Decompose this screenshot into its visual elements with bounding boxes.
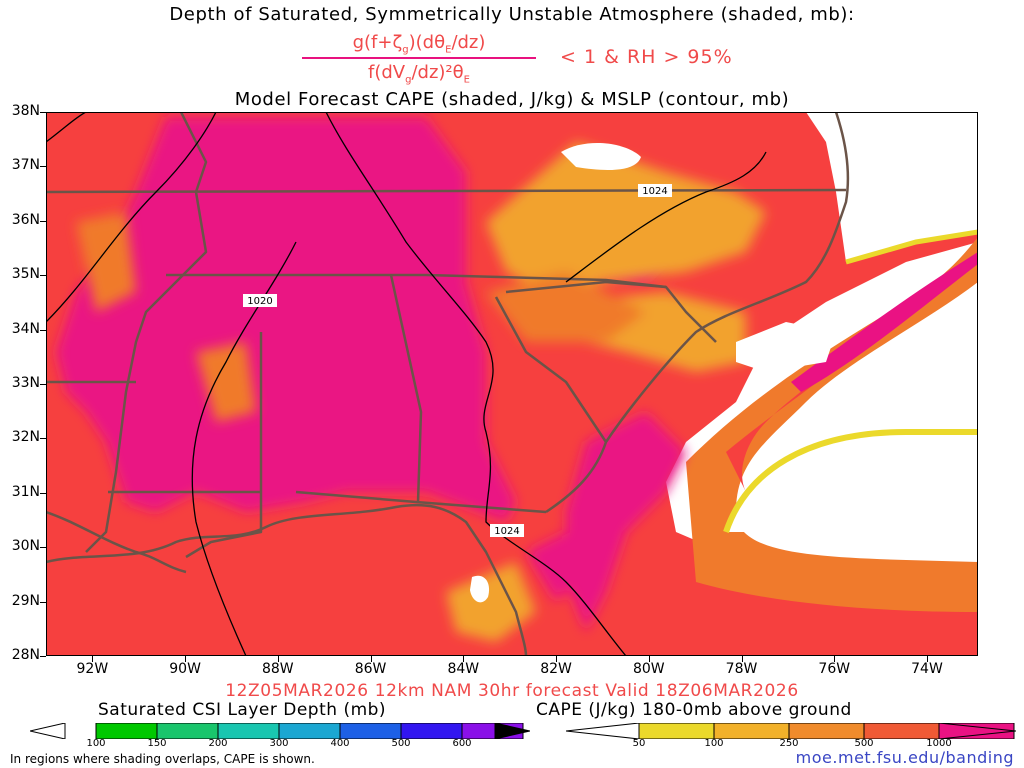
cape-shading-plume <box>686 237 978 612</box>
forecast-valid-line: 12Z05MAR2026 12km NAM 30hr forecast Vali… <box>225 681 799 701</box>
colorbar-cell <box>713 723 790 739</box>
cape-shading-plume-max <box>791 252 978 392</box>
formula-condition: < 1 & RH > 95% <box>560 46 733 68</box>
lon-tick <box>92 656 94 662</box>
colorbar-tick-label: 250 <box>779 738 799 749</box>
no-cape-pocket-nc <box>736 322 836 372</box>
csi-colorbar-title: Saturated CSI Layer Depth (mb) <box>98 700 387 720</box>
lat-label: 32N <box>11 429 40 446</box>
colorbar-tick-label: 100 <box>86 738 106 749</box>
lat-label: 31N <box>11 483 40 500</box>
lon-label: 92W <box>76 661 109 677</box>
forecast-map: 1024 1020 1024 <box>46 112 978 656</box>
lat-label: 38N <box>11 103 40 119</box>
lon-label: 88W <box>261 661 294 677</box>
formula-numerator: g(f+ζg)(dθE/dz) <box>352 32 486 56</box>
title-line-1: Depth of Saturated, Symmetrically Unstab… <box>169 4 855 25</box>
lat-tick <box>40 275 46 277</box>
lon-label: 84W <box>447 661 480 677</box>
isobar-label-1: 1024 <box>638 184 672 197</box>
lon-tick <box>741 656 743 662</box>
lon-tick <box>370 656 372 662</box>
csi-formula: g(f+ζg)(dθE/dz) f(dVg/dz)²θE <box>300 30 538 86</box>
lat-label: 35N <box>11 266 40 283</box>
lat-tick <box>40 384 46 385</box>
lon-tick <box>834 656 836 662</box>
colorbar-tick-label: 500 <box>854 738 874 749</box>
lon-label: 80W <box>632 661 665 677</box>
lat-label: 37N <box>11 157 40 174</box>
lat-label: 30N <box>11 538 40 555</box>
lat-tick <box>40 220 46 222</box>
lon-label: 86W <box>354 661 387 677</box>
cape-colorbar-title: CAPE (J/kg) 180-0mb above ground <box>536 700 852 720</box>
colorbar-cell <box>788 723 865 739</box>
lon-label: 82W <box>540 661 572 677</box>
colorbar-cell <box>863 723 940 739</box>
colorbar-cell <box>278 723 341 739</box>
no-cape-pocket-va <box>561 142 641 170</box>
lat-tick <box>40 492 46 494</box>
colorbar-tick-label: 500 <box>391 738 411 749</box>
colorbar-tick-label: 1000 <box>926 738 952 749</box>
lat-tick <box>40 112 46 113</box>
lon-tick <box>556 656 558 662</box>
colorbar-tick-label: 400 <box>330 738 350 749</box>
lon-label: 76W <box>818 661 851 677</box>
no-cape-pocket-fl <box>470 575 490 603</box>
lon-tick <box>185 656 187 662</box>
colorbar-cell <box>156 723 219 739</box>
cape-min-fringe-north <box>845 229 978 265</box>
lat-tick <box>40 547 46 549</box>
colorbar-cell <box>217 723 280 739</box>
lon-tick <box>648 656 650 662</box>
colorbar-tick-label: 100 <box>704 738 724 749</box>
lat-label: 33N <box>11 375 40 391</box>
lat-label: 28N <box>11 647 40 663</box>
formula-denominator: f(dVg/dz)²θE <box>368 62 470 86</box>
map-frame <box>46 112 978 656</box>
credit-link[interactable]: moe.met.fsu.edu/banding <box>795 748 1014 767</box>
state-borders <box>46 112 850 656</box>
cape-min-fringe <box>723 429 978 533</box>
cape-low-regions <box>76 142 766 642</box>
svg-text:1024: 1024 <box>642 186 667 197</box>
svg-text:1024: 1024 <box>494 526 519 537</box>
colorbar-tick-label: 600 <box>452 738 472 749</box>
colorbar-tick-label: 300 <box>269 738 289 749</box>
cape-colorbar <box>566 723 1016 739</box>
lat-label: 29N <box>11 592 40 609</box>
colorbar-tick-label: 150 <box>147 738 167 749</box>
lon-tick <box>926 656 928 662</box>
lat-tick <box>40 601 46 603</box>
colorbar-cell <box>400 723 463 739</box>
csi-colorbar <box>30 723 530 739</box>
lon-label: 78W <box>725 661 758 677</box>
colorbar-cell <box>638 723 715 739</box>
colorbar-tick-label: 50 <box>632 738 646 749</box>
lat-label: 36N <box>11 211 40 228</box>
svg-text:1020: 1020 <box>247 296 272 307</box>
lon-tick <box>277 656 279 662</box>
lat-tick <box>40 438 46 440</box>
colorbar-cell <box>95 723 158 739</box>
no-cape-ocean <box>726 432 978 552</box>
colorbar-cell <box>339 723 402 739</box>
lat-tick <box>40 166 46 168</box>
no-cape-ocean-north <box>806 112 978 262</box>
lon-tick <box>463 656 465 662</box>
overlap-footnote: In regions where shading overlaps, CAPE … <box>10 752 315 766</box>
isobar-label-3: 1024 <box>490 524 524 537</box>
lat-tick <box>40 329 46 331</box>
title-line-3: Model Forecast CAPE (shaded, J/kg) & MSL… <box>234 89 790 110</box>
lon-label: 74W <box>911 661 943 677</box>
lat-tick <box>40 656 46 657</box>
lon-label: 90W <box>169 661 201 677</box>
lat-label: 34N <box>11 320 40 337</box>
colorbar-tick-label: 200 <box>208 738 228 749</box>
isobar-label-2: 1020 <box>243 294 277 307</box>
formula-fraction-bar <box>302 57 536 59</box>
